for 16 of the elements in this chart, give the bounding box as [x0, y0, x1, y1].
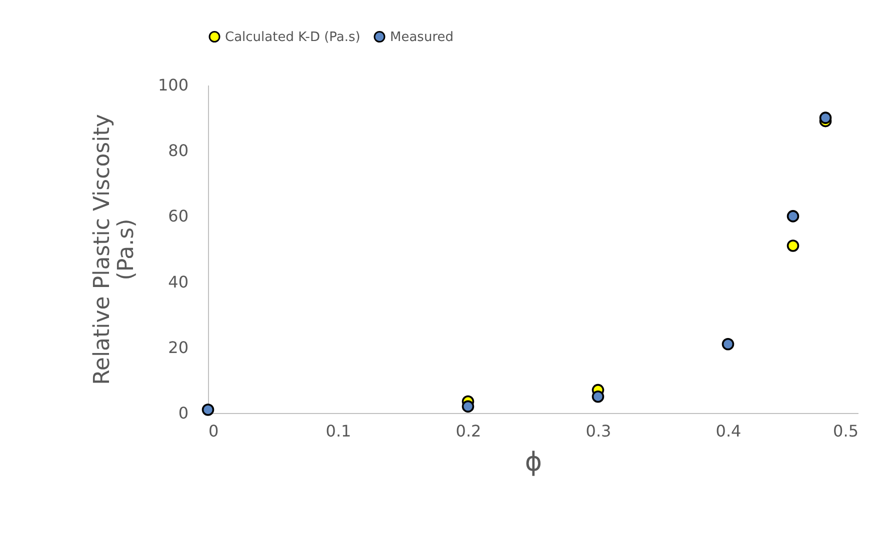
x-tick-label: 0.1: [326, 422, 352, 440]
y-tick-label: 100: [158, 76, 188, 94]
y-tick-label: 20: [168, 338, 188, 357]
y-tick-label: 40: [168, 272, 188, 292]
x-tick-label: 0.4: [716, 422, 742, 440]
y-axis-title: Relative Plastic Viscosity (Pa.s): [90, 114, 139, 385]
y-tick-label: 0: [178, 404, 188, 422]
legend-label: Measured: [390, 30, 454, 45]
x-axis-title: ϕ: [524, 448, 542, 478]
x-tick-label: 0.3: [586, 422, 612, 440]
y-tick-label: 60: [168, 206, 188, 226]
x-tick-label: 0.2: [456, 422, 482, 440]
y-tick-label: 80: [168, 141, 188, 160]
x-tick-label: 0: [208, 422, 219, 440]
legend-label: Calculated K-D (Pa.s): [225, 30, 360, 45]
x-tick-label: 0.5: [833, 422, 858, 440]
